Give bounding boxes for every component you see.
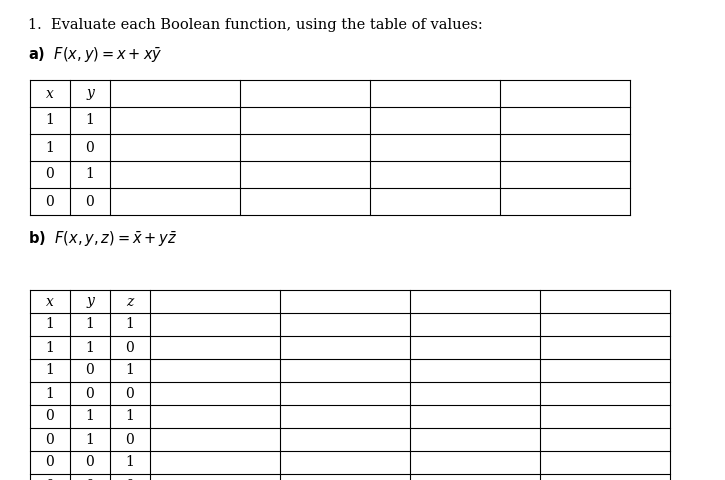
Text: 0: 0 [125, 479, 134, 480]
Text: 1: 1 [46, 113, 54, 128]
Text: 0: 0 [86, 479, 94, 480]
Text: 1: 1 [46, 386, 54, 400]
Text: 1: 1 [46, 363, 54, 377]
Text: x: x [46, 295, 54, 309]
Text: 1: 1 [125, 317, 134, 332]
Text: x: x [46, 86, 54, 100]
Text: 1: 1 [86, 113, 94, 128]
Text: 1: 1 [86, 317, 94, 332]
Text: 0: 0 [86, 456, 94, 469]
Text: 0: 0 [86, 194, 94, 208]
Text: y: y [86, 295, 94, 309]
Text: 1: 1 [125, 409, 134, 423]
Text: 0: 0 [46, 479, 54, 480]
Text: 1.  Evaluate each Boolean function, using the table of values:: 1. Evaluate each Boolean function, using… [28, 18, 483, 32]
Text: 0: 0 [125, 386, 134, 400]
Text: 0: 0 [46, 409, 54, 423]
Text: 0: 0 [46, 456, 54, 469]
Text: 0: 0 [86, 386, 94, 400]
Text: y: y [86, 86, 94, 100]
Text: 1: 1 [46, 317, 54, 332]
Text: 0: 0 [46, 432, 54, 446]
Text: 1: 1 [86, 340, 94, 355]
Text: 1: 1 [46, 141, 54, 155]
Text: 1: 1 [125, 456, 134, 469]
Text: 0: 0 [46, 194, 54, 208]
Text: 1: 1 [86, 168, 94, 181]
Text: $\mathbf{b)}$  $F(x,y,z) = \bar{x} + y\bar{z}$: $\mathbf{b)}$ $F(x,y,z) = \bar{x} + y\ba… [28, 230, 178, 249]
Text: 0: 0 [46, 168, 54, 181]
Text: z: z [126, 295, 133, 309]
Text: $\mathbf{a)}$  $F(x,y) = x + x\bar{y}$: $\mathbf{a)}$ $F(x,y) = x + x\bar{y}$ [28, 46, 162, 65]
Text: 0: 0 [86, 363, 94, 377]
Text: 1: 1 [125, 363, 134, 377]
Text: 1: 1 [86, 409, 94, 423]
Text: 0: 0 [125, 432, 134, 446]
Text: 1: 1 [46, 340, 54, 355]
Text: 0: 0 [86, 141, 94, 155]
Text: 0: 0 [125, 340, 134, 355]
Text: 1: 1 [86, 432, 94, 446]
